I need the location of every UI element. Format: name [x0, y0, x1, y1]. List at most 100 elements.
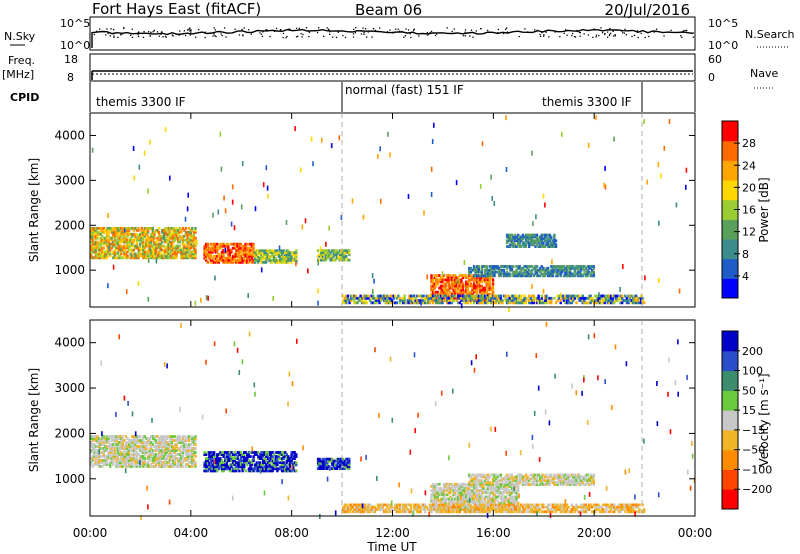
heatmap-cell	[135, 439, 139, 442]
cpid-mode-2: normal (fast) 151 IF	[345, 83, 464, 97]
heatmap-cell	[433, 276, 436, 280]
heatmap-cell	[474, 485, 477, 488]
heatmap-cell	[513, 272, 517, 276]
heatmap-cell	[161, 236, 164, 240]
heatmap-cell	[431, 487, 435, 490]
heatmap-cell	[159, 256, 162, 260]
heatmap-cell	[441, 284, 444, 288]
heatmap-cell	[120, 240, 123, 244]
heatmap-cell	[460, 489, 463, 492]
heatmap-cell	[436, 497, 439, 501]
heatmap-cell	[472, 268, 476, 272]
heatmap-cell	[225, 467, 228, 471]
heatmap-cell	[146, 242, 150, 246]
heatmap-cell	[293, 453, 296, 456]
nsearch-dot	[395, 28, 397, 30]
heatmap-cell	[227, 254, 230, 258]
heatmap-cell	[97, 232, 101, 236]
heatmap-cell	[157, 455, 161, 458]
heatmap-cell	[276, 253, 279, 256]
heatmap-cell	[172, 461, 175, 464]
heatmap-cell	[285, 461, 288, 465]
heatmap-cell	[317, 288, 319, 294]
heatmap-cell	[257, 455, 260, 458]
heatmap-cell	[326, 256, 329, 260]
heatmap-cell	[181, 451, 185, 454]
heatmap-cell	[216, 254, 219, 258]
nsearch-dot	[117, 36, 119, 38]
heatmap-cell	[460, 290, 463, 294]
heatmap-cell	[567, 301, 570, 305]
heatmap-cell	[546, 237, 550, 241]
heatmap-cell	[431, 299, 435, 302]
heatmap-cell	[502, 497, 506, 501]
heatmap-cell	[173, 246, 177, 250]
heatmap-cell	[159, 244, 162, 248]
heatmap-cell	[93, 435, 96, 438]
heatmap-cell	[96, 256, 99, 260]
heatmap-cell	[474, 491, 477, 495]
heatmap-cell	[186, 447, 189, 450]
heatmap-cell	[354, 294, 358, 298]
heatmap-cell	[132, 447, 136, 450]
heatmap-cell	[129, 248, 132, 252]
heatmap-cell	[214, 254, 217, 258]
heatmap-cell	[431, 280, 435, 284]
heatmap-cell	[167, 236, 170, 240]
heatmap-cell	[105, 435, 109, 438]
heatmap-cell	[515, 268, 518, 272]
heatmap-cell	[400, 299, 403, 302]
heatmap-cell	[172, 463, 175, 466]
heatmap-cell	[126, 445, 129, 448]
heatmap-cell	[191, 244, 194, 248]
heatmap-cell	[242, 254, 246, 258]
heatmap-cell	[285, 455, 288, 458]
heatmap-cell	[452, 284, 455, 288]
heatmap-cell	[212, 453, 216, 456]
heatmap-cell	[517, 274, 520, 278]
heatmap-cell	[181, 242, 185, 246]
heatmap-cell	[515, 499, 518, 503]
nsearch-dot	[410, 36, 412, 39]
heatmap-cell	[129, 441, 132, 444]
heatmap-cell	[507, 491, 510, 495]
heatmap-cell	[165, 232, 169, 236]
colorbar-segment	[722, 160, 738, 181]
heatmap-cell	[124, 250, 128, 254]
heatmap-cell	[477, 274, 480, 278]
heatmap-cell	[417, 299, 421, 302]
heatmap-cell	[569, 268, 572, 272]
heatmap-cell	[118, 435, 121, 438]
heatmap-cell	[265, 260, 268, 264]
heatmap-cell	[146, 463, 150, 466]
heatmap-cell	[238, 465, 241, 469]
heatmap-cell	[474, 487, 477, 490]
heatmap-cell	[127, 461, 131, 464]
heatmap-cell	[121, 443, 124, 446]
nave-tick-bottom: 0	[708, 71, 715, 84]
heatmap-cell	[274, 465, 277, 469]
heatmap-cell	[167, 256, 170, 260]
heatmap-cell	[265, 251, 268, 255]
heatmap-cell	[523, 270, 526, 274]
heatmap-cell	[469, 294, 473, 298]
heatmap-cell	[512, 235, 515, 239]
heatmap-cell	[559, 274, 562, 278]
heatmap-cell	[485, 487, 488, 490]
heatmap-cell	[233, 463, 236, 467]
heatmap-cell	[91, 455, 94, 458]
heatmap-cell	[513, 487, 517, 490]
heatmap-cell	[131, 240, 134, 244]
heatmap-cell	[105, 459, 109, 462]
heatmap-cell	[523, 265, 526, 268]
heatmap-cell	[157, 457, 161, 460]
heatmap-cell	[137, 227, 140, 230]
heatmap-cell	[173, 256, 177, 260]
heatmap-cell	[239, 256, 243, 260]
heatmap-cell	[113, 449, 117, 452]
heatmap-cell	[340, 459, 343, 463]
heatmap-cell	[205, 457, 208, 460]
heatmap-cell	[110, 435, 113, 438]
heatmap-cell	[162, 228, 166, 232]
heatmap-cell	[170, 465, 173, 468]
